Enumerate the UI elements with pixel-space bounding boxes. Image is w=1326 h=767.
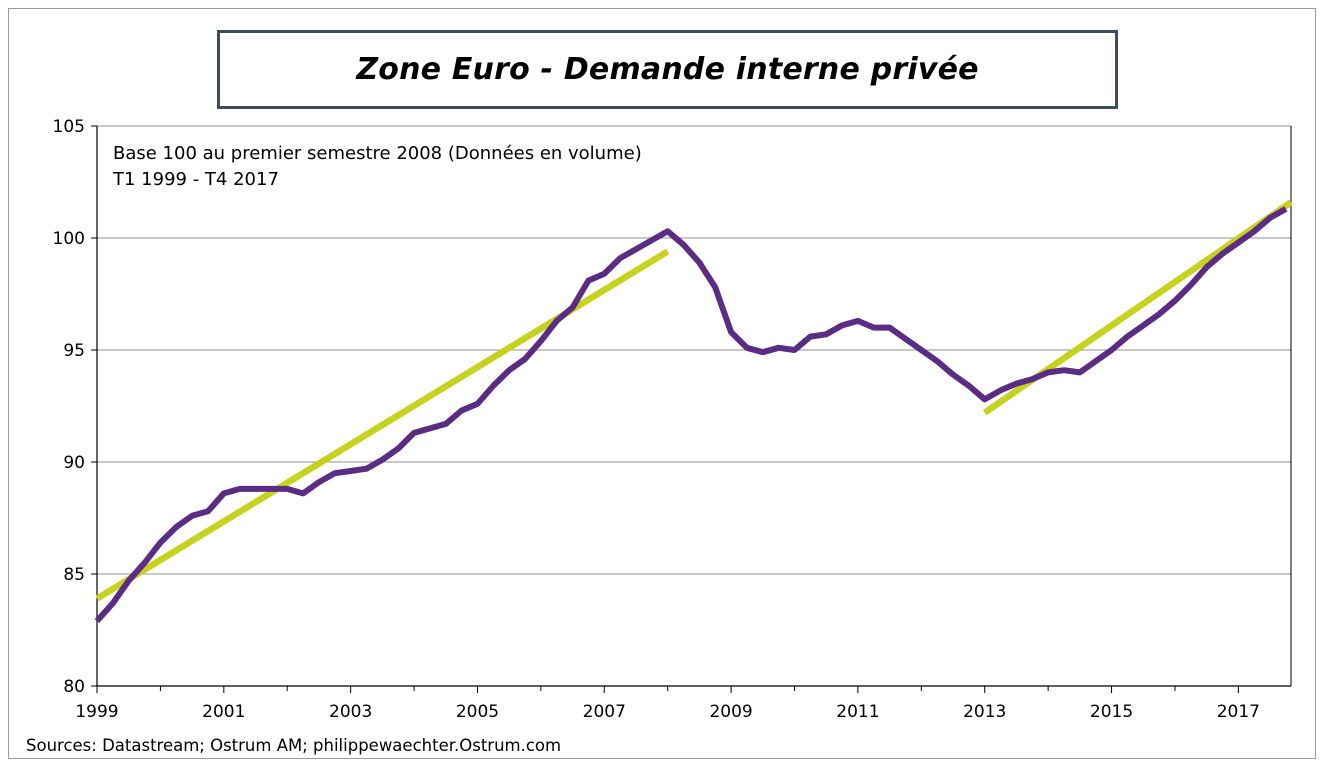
y-tick-label-80: 80 — [63, 677, 85, 697]
chart-subtitle-line-2: T1 1999 - T4 2017 — [112, 169, 279, 190]
axes: 80 85 90 95 100 105 1999 2001 2003 2005 2007 2009 20… — [53, 117, 1292, 722]
chart-title: Zone Euro - Demande interne privée — [356, 52, 979, 87]
y-tick-label-100: 100 — [53, 229, 85, 249]
x-tick-label-2015: 2015 — [1090, 702, 1133, 722]
x-tick-label-2003: 2003 — [329, 702, 372, 722]
series-line-demande-interne — [94, 206, 1288, 623]
y-tick-label-90: 90 — [63, 453, 85, 473]
chart-title-box: Zone Euro - Demande interne privée — [217, 30, 1118, 109]
x-tick-label-2013: 2013 — [963, 702, 1006, 722]
x-tick-label-2011: 2011 — [836, 702, 879, 722]
y-tick-label-105: 105 — [53, 117, 85, 137]
y-tick-label-85: 85 — [63, 565, 85, 585]
x-tick-label-2009: 2009 — [709, 702, 752, 722]
chart-frame — [8, 8, 1316, 759]
chart-source: Sources: Datastream; Ostrum AM; philippe… — [26, 736, 562, 755]
gridlines — [97, 125, 1291, 575]
x-tick-label-2007: 2007 — [583, 702, 626, 722]
y-tick-label-95: 95 — [63, 341, 85, 361]
trend-line-1999-2008 — [95, 248, 670, 602]
x-tick-label-1999: 1999 — [75, 702, 118, 722]
x-tick-label-2017: 2017 — [1217, 702, 1260, 722]
x-tick-label-2001: 2001 — [202, 702, 245, 722]
chart-subtitle-line-1: Base 100 au premier semestre 2008 (Donné… — [113, 143, 642, 164]
series-lines — [94, 199, 1293, 623]
x-tick-label-2005: 2005 — [456, 702, 499, 722]
